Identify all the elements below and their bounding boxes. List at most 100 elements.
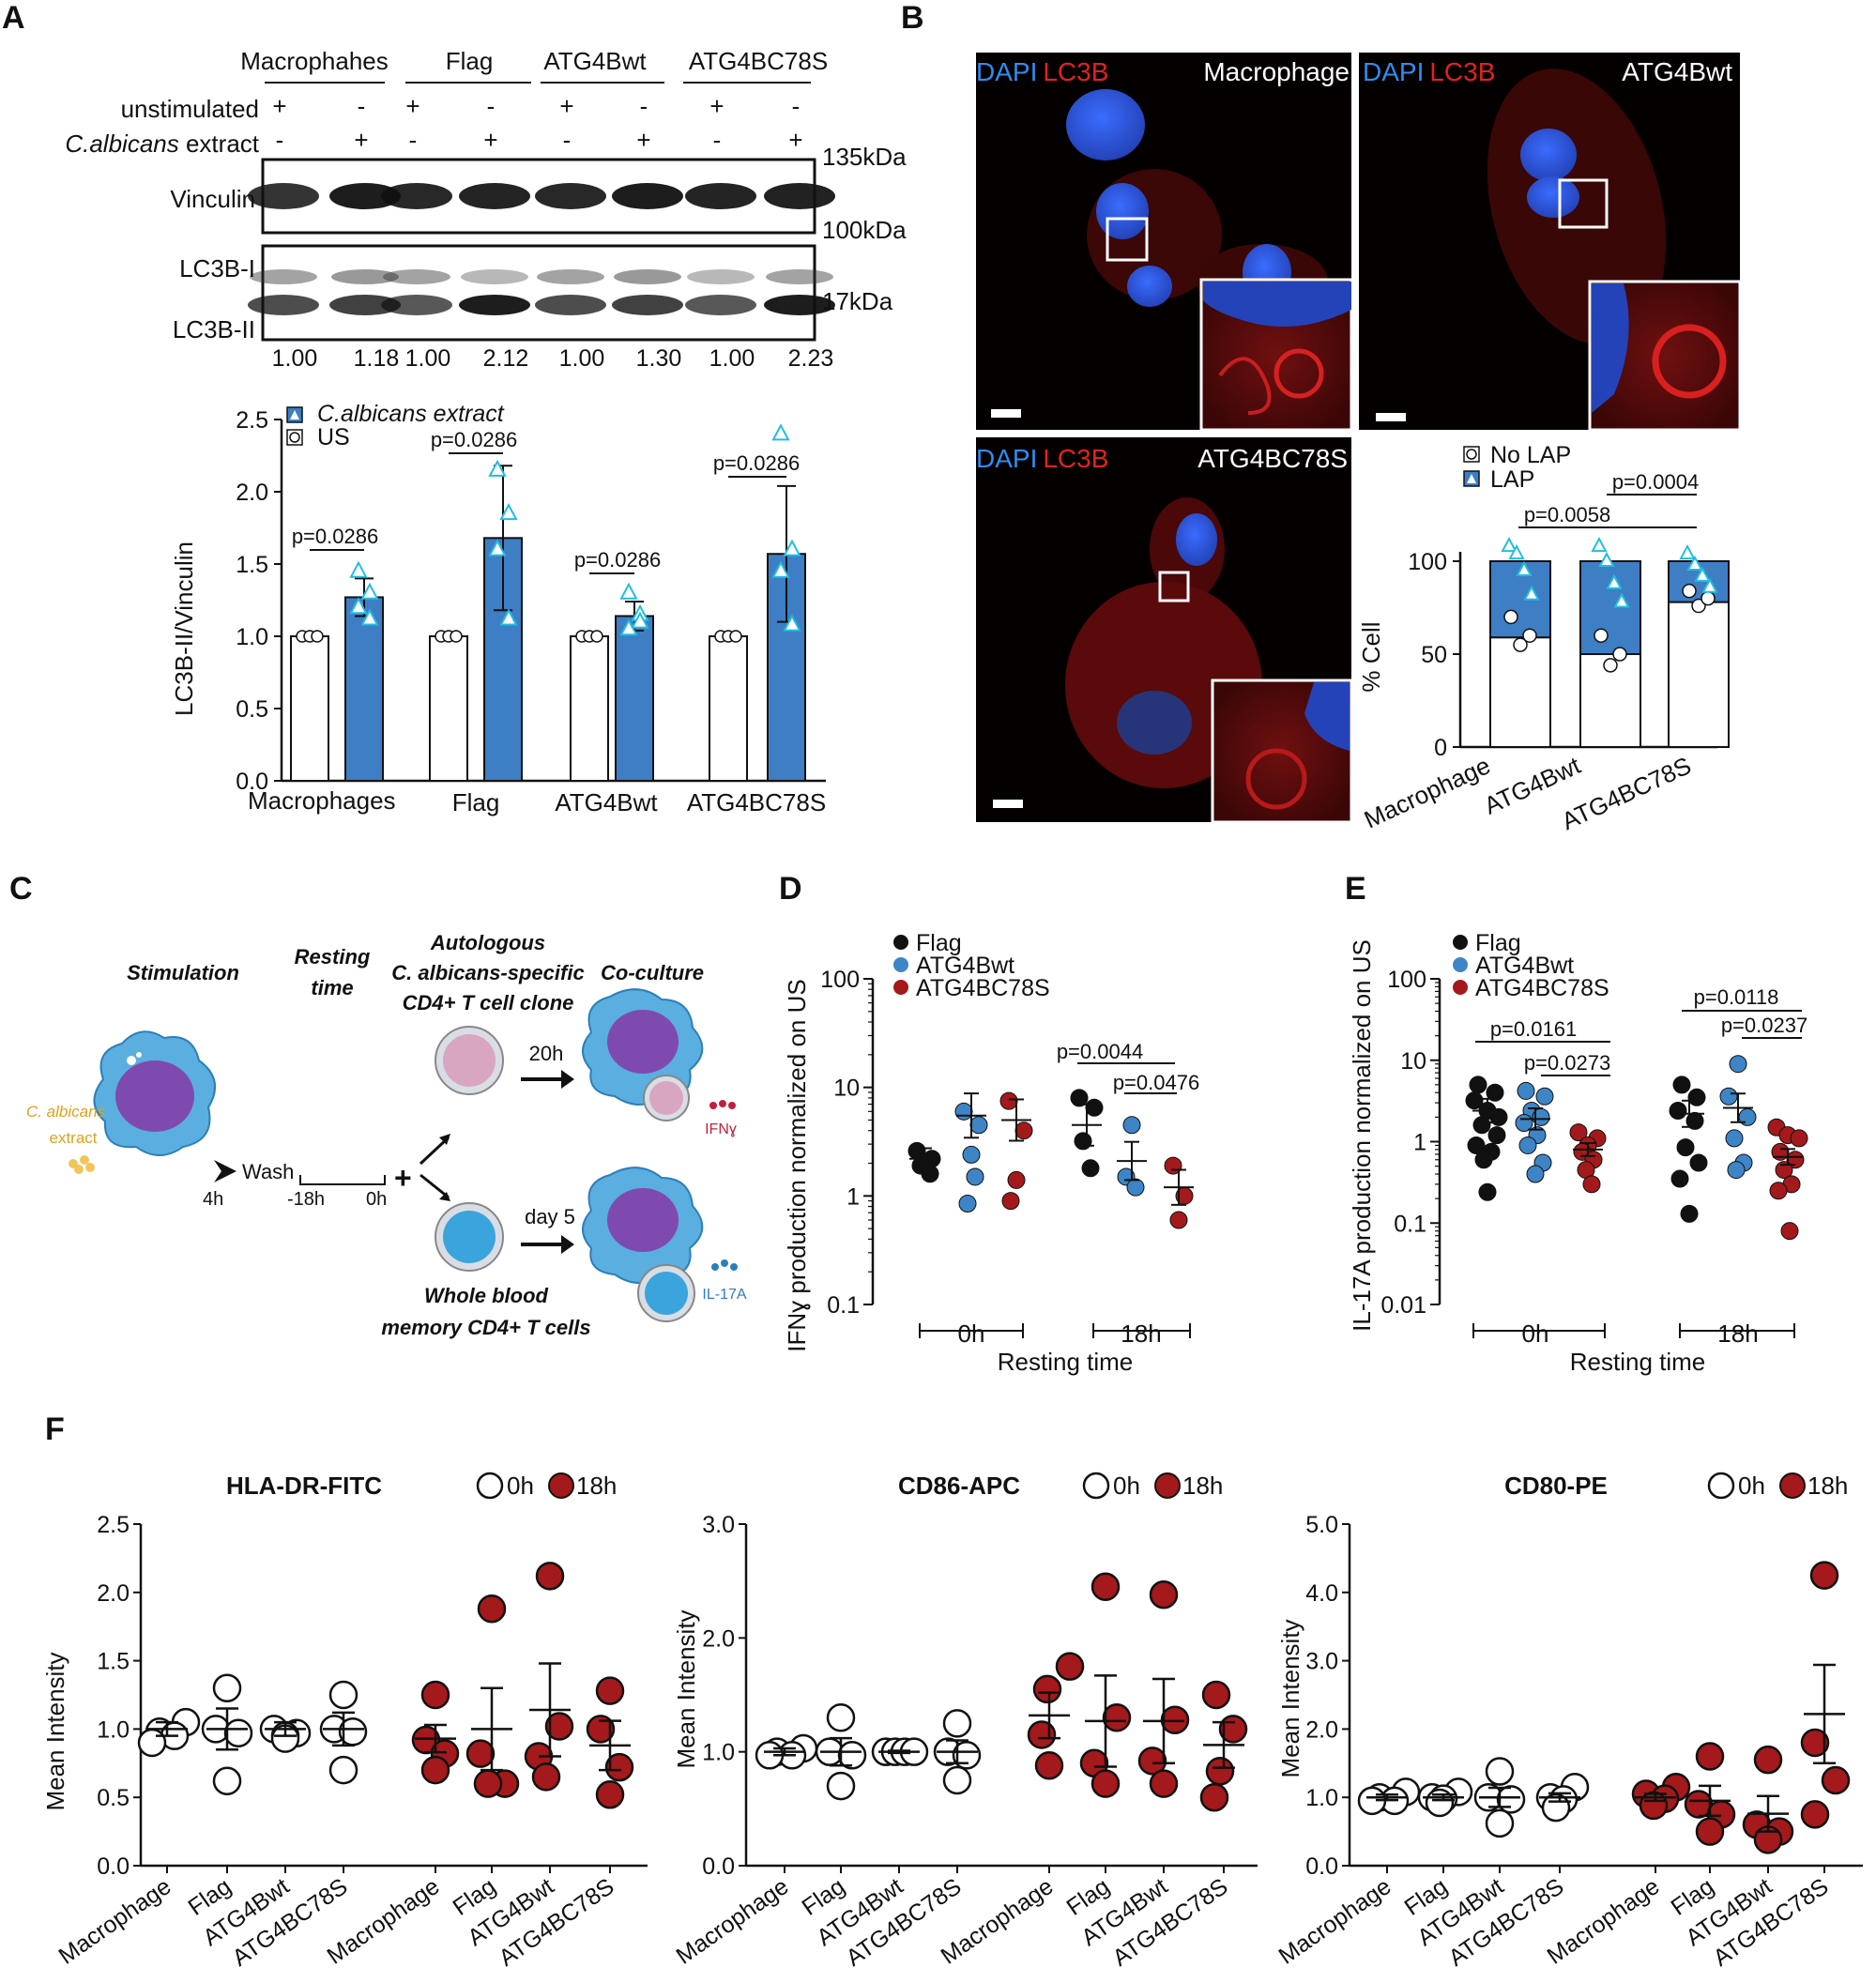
data-point (969, 1116, 988, 1135)
point-18h (595, 1780, 625, 1809)
bar-extract (615, 615, 654, 782)
schema-20h: 20h (529, 1042, 564, 1065)
point-18h (1149, 1579, 1179, 1609)
micro-title: ATG4Bwt (1622, 57, 1732, 86)
legend-label: ATG4BC78S (1475, 975, 1609, 1001)
bar-segment-lap (1579, 560, 1641, 655)
chart-f2-ylabel: Mean Intensity (672, 1609, 700, 1768)
point-lap (1598, 551, 1615, 567)
chart-title: HLA-DR-FITC (226, 1472, 382, 1500)
data-point (1489, 1107, 1508, 1126)
y-tick-label: 2.0 (1305, 1716, 1338, 1743)
schema-auto2: C. albicans-specific (391, 961, 584, 984)
group-label: 0h (958, 1319, 985, 1348)
data-point (1122, 1116, 1141, 1135)
sign-unstimulated: - (792, 92, 801, 120)
kda-17: 17kDa (822, 287, 893, 315)
schema-0h: 0h (366, 1189, 387, 1210)
point-extract (783, 539, 801, 557)
p-value: p=0.0237 (1721, 1014, 1807, 1037)
y-tick-label: 0.0 (236, 769, 268, 795)
sign-extract: - (713, 126, 722, 154)
legend-label: 18h (576, 1472, 617, 1500)
point-lap (1516, 560, 1533, 576)
category-label: Flag (452, 788, 500, 816)
chart-f3: CD80-PE 0h 18h Mean Intensity 0.0 1.0 2.0 3… (1274, 1472, 1863, 1972)
point-nolap (1701, 590, 1716, 606)
sign-unstimulated: - (487, 92, 496, 120)
data-point (1081, 1159, 1100, 1178)
legend-marker-atg4bwt (1453, 957, 1468, 972)
data-point (1486, 1083, 1504, 1102)
point-0h (137, 1728, 167, 1758)
band-ratio: 1.00 (709, 345, 755, 372)
point-lap (1679, 543, 1696, 560)
band-lc3b-i (614, 269, 681, 284)
point-extract (771, 423, 790, 441)
point-18h (1032, 1674, 1062, 1704)
blot-ratios: 1.00 1.18 1.00 2.12 1.00 1.30 1.00 2.23 (272, 345, 834, 372)
schema-4h: 4h (203, 1189, 223, 1210)
panel-letter-f: F (45, 1411, 65, 1447)
point-extract (619, 582, 638, 600)
category-label: Macrophage (1360, 751, 1495, 833)
data-point (1014, 1121, 1033, 1140)
kda-100: 100kDa (822, 216, 907, 244)
schema-stimulation: Stimulation (127, 961, 239, 984)
y-tick-label: 100 (1387, 967, 1426, 993)
band-vinculin (535, 183, 606, 209)
p-value: p=0.0004 (1612, 470, 1699, 494)
data-point (1670, 1169, 1689, 1188)
data-point (1001, 1192, 1020, 1211)
point-18h (420, 1680, 450, 1710)
band-lc3b-i (383, 269, 450, 284)
p-value: p=0.0286 (431, 428, 517, 451)
data-point (907, 1141, 926, 1160)
sign-extract: - (276, 126, 284, 154)
band-lc3b-i (461, 269, 528, 284)
lc3b-ii-label: LC3B-II (173, 315, 255, 343)
data-point (1535, 1087, 1554, 1106)
sign-unstimulated: + (709, 92, 724, 120)
band-vinculin (764, 183, 835, 209)
y-tick-label: 2.0 (236, 480, 268, 506)
legend-marker-0h (1082, 1472, 1110, 1500)
sign-unstimulated: - (358, 92, 366, 120)
p-value: p=0.0286 (292, 525, 378, 548)
p-value: p=0.0161 (1490, 1017, 1577, 1041)
point-18h (1199, 1782, 1229, 1812)
data-point (1085, 1098, 1104, 1117)
y-tick-label: 100 (820, 967, 860, 993)
band-ratio: 1.18 (354, 345, 400, 372)
schema-day5: day 5 (525, 1205, 575, 1228)
micro-title: Macrophage (1203, 57, 1350, 86)
chart-title: CD80-PE (1504, 1472, 1608, 1500)
data-point (1070, 1089, 1089, 1107)
band-lc3b-i (250, 269, 317, 284)
group-label: 18h (1717, 1319, 1758, 1348)
bar-extract (344, 596, 384, 782)
point-0h (1485, 1808, 1515, 1838)
schema-whole1: Whole blood (424, 1284, 549, 1307)
band-lc3b-ii (535, 295, 606, 315)
point-0h (212, 1673, 242, 1702)
chart-f3-ylabel: Mean Intensity (1276, 1619, 1304, 1777)
y-tick-label: 0.0 (97, 1853, 130, 1880)
legend-circle-icon (289, 432, 300, 443)
point-nolap (1522, 628, 1537, 643)
x-tick-label: Macrophage (672, 1873, 794, 1970)
band-vinculin (459, 183, 530, 209)
point-extract (771, 560, 790, 578)
point-0h (942, 1765, 972, 1795)
legend-label-lap: LAP (1490, 466, 1534, 493)
point-18h (1695, 1817, 1725, 1846)
legend-marker-flag (1453, 935, 1468, 950)
legend-marker-flag (893, 935, 908, 950)
sign-unstimulated: + (405, 92, 419, 120)
legend-label: ATG4BC78S (916, 975, 1050, 1001)
point-extract (499, 608, 518, 626)
schema-m18h: -18h (287, 1189, 325, 1210)
point-nolap (1691, 598, 1706, 614)
point-0h (328, 1755, 358, 1785)
